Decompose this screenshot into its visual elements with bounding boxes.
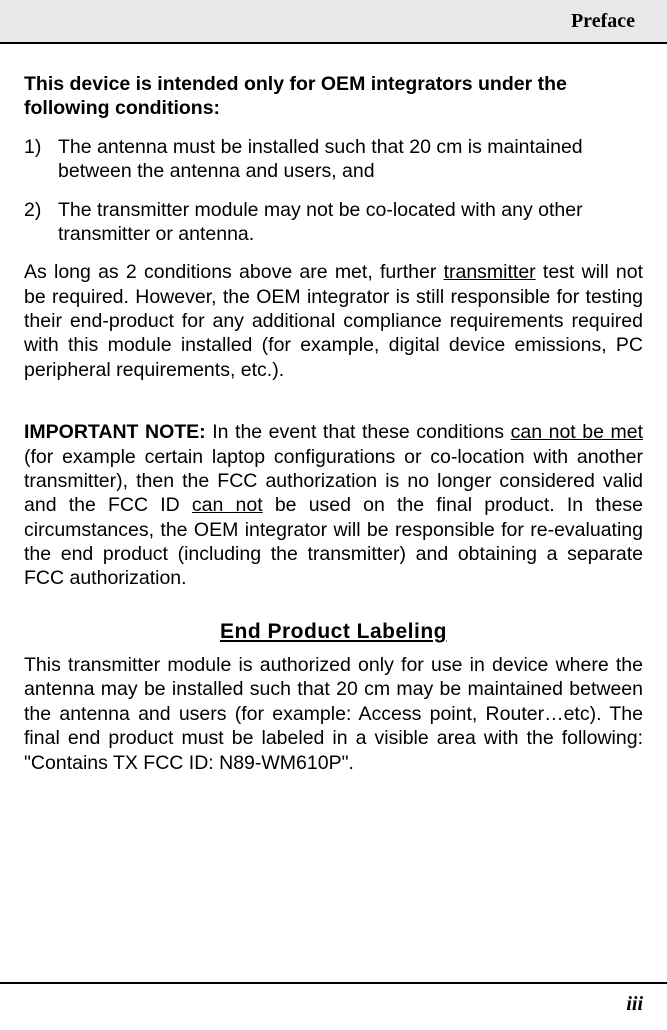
page-number: iii <box>626 993 643 1016</box>
condition-number: 2) <box>24 198 58 247</box>
text-segment: In the event that these conditions <box>206 421 511 443</box>
end-product-labeling-title: End Product Labeling <box>24 619 643 645</box>
conditions-list: 1) The antenna must be installed such th… <box>24 135 643 247</box>
text-segment: As long as 2 conditions above are met, f… <box>24 261 444 283</box>
content: This device is intended only for OEM int… <box>0 44 667 775</box>
important-label: IMPORTANT NOTE: <box>24 421 206 443</box>
condition-text: The antenna must be installed such that … <box>58 135 643 184</box>
footer-rule <box>0 982 667 984</box>
underline-transmitter: transmitter <box>444 261 536 283</box>
condition-item: 2) The transmitter module may not be co-… <box>24 198 643 247</box>
condition-text: The transmitter module may not be co-loc… <box>58 198 643 247</box>
header-band: Preface <box>0 0 667 44</box>
intro-heading: This device is intended only for OEM int… <box>24 72 643 121</box>
spacer <box>24 396 643 420</box>
underline-cannot: can not <box>192 494 263 516</box>
end-product-labeling-body: This transmitter module is authorized on… <box>24 653 643 775</box>
important-note-paragraph: IMPORTANT NOTE: In the event that these … <box>24 420 643 591</box>
page: Preface This device is intended only for… <box>0 0 667 1030</box>
header-title: Preface <box>571 10 635 33</box>
as-long-paragraph: As long as 2 conditions above are met, f… <box>24 260 643 382</box>
condition-item: 1) The antenna must be installed such th… <box>24 135 643 184</box>
condition-number: 1) <box>24 135 58 184</box>
underline-cannot-be-met: can not be met <box>511 421 643 443</box>
